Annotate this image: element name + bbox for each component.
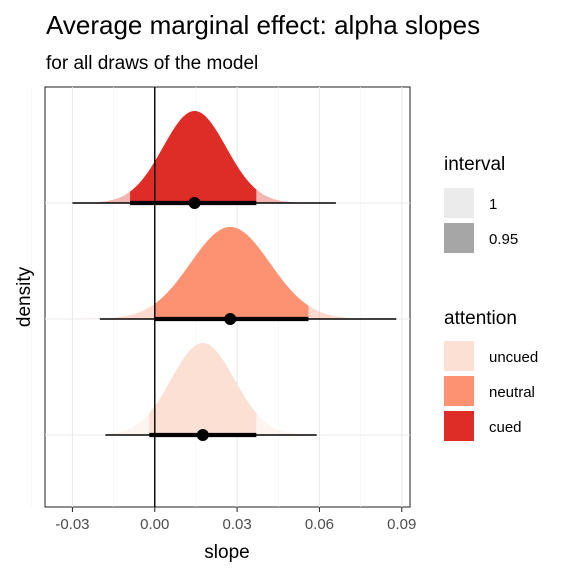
x-tick-label: 0.00 [140,516,169,533]
legend-attention-label: uncued [489,349,538,366]
density-core-neutral [154,227,309,319]
legend-attention-key [444,341,474,371]
legend-attention-label: cued [489,419,522,436]
chart-title: Average marginal effect: alpha slopes [46,10,480,40]
legend-interval-title: interval [444,154,505,175]
x-tick-label: -0.03 [55,516,89,533]
chart-subtitle: for all draws of the model [46,53,258,74]
legend-attention-title: attention [444,308,517,329]
legend-attention-items: uncued neutral cued [444,341,538,441]
legend-attention-key [444,376,474,406]
point-estimate-uncued [196,429,209,441]
plot-area [30,86,411,508]
point-estimate-neutral [224,313,237,325]
legend: interval 10.95 attention uncuedneutralcu… [444,154,538,441]
x-tick-label: 0.06 [305,516,334,533]
legend-interval-label: 1 [489,196,497,213]
x-axis: -0.03 0.00 0.03 0.06 0.09 [55,507,416,533]
density-core-cued [130,111,257,203]
x-axis-title: slope [204,542,249,563]
x-tick-label: 0.09 [387,516,416,533]
point-estimate-cued [188,197,201,209]
legend-attention-label: neutral [489,384,535,401]
legend-interval-key [444,223,474,253]
y-axis-title: density [14,266,35,327]
legend-interval-items: 10.95 [444,188,518,253]
density-layer [68,111,390,435]
legend-interval-label: 0.95 [489,231,518,248]
density-core-uncued [149,343,257,435]
interval-layer [72,197,397,441]
legend-attention-key [444,411,474,441]
x-tick-label: 0.03 [223,516,252,533]
legend-interval-key [444,188,474,218]
